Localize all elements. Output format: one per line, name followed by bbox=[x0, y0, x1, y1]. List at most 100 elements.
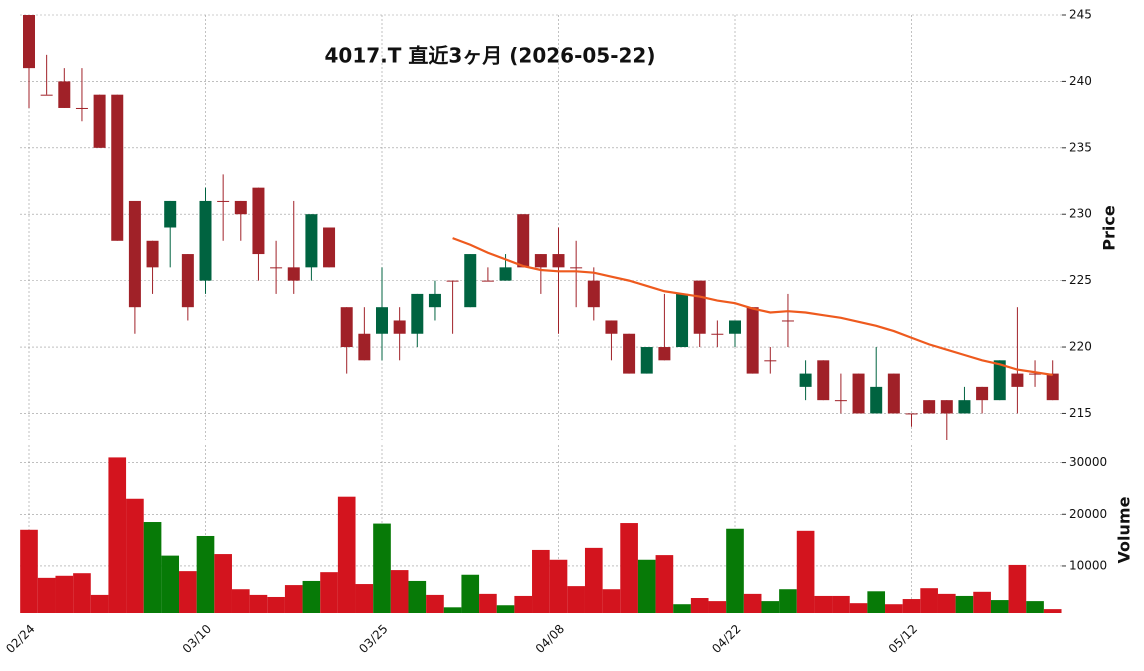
y-tick-label: 230 bbox=[1069, 207, 1092, 221]
volume-bar bbox=[743, 593, 762, 613]
volume-bar bbox=[496, 605, 515, 613]
volume-bar bbox=[55, 575, 74, 613]
volume-bar bbox=[532, 549, 550, 613]
volume-bar bbox=[867, 591, 886, 613]
volume-bar bbox=[902, 599, 921, 613]
candle-body bbox=[976, 386, 989, 401]
volume-bar bbox=[814, 595, 833, 613]
candle-body bbox=[93, 94, 106, 148]
y-tick-label: 245 bbox=[1069, 8, 1092, 22]
y-tick-label: 220 bbox=[1069, 340, 1092, 354]
candle-body bbox=[111, 94, 124, 241]
volume-bar bbox=[20, 529, 38, 613]
volume-bar bbox=[690, 598, 709, 613]
x-tick-label: 03/10 bbox=[180, 622, 214, 656]
volume-bar bbox=[602, 589, 621, 613]
volume-bar bbox=[390, 570, 409, 613]
candle-body bbox=[923, 400, 936, 414]
y2-tick-label: 20000 bbox=[1069, 507, 1107, 521]
candle-body bbox=[181, 254, 194, 308]
candle-body bbox=[676, 293, 689, 348]
volume-bar bbox=[179, 571, 197, 613]
candle-body bbox=[517, 214, 530, 268]
volume-bar bbox=[726, 528, 744, 613]
volume-bar bbox=[355, 584, 374, 613]
candle-body bbox=[993, 360, 1006, 401]
y2-tick-label: 30000 bbox=[1069, 455, 1107, 469]
volume-bar bbox=[249, 594, 268, 613]
volume-bar bbox=[832, 595, 850, 613]
volume-bar bbox=[637, 559, 656, 613]
candle-body bbox=[234, 200, 247, 215]
x-tick-label: 05/12 bbox=[886, 622, 920, 656]
candle-body bbox=[393, 320, 406, 334]
volume-bar bbox=[1043, 609, 1062, 613]
candle-body bbox=[1011, 373, 1024, 387]
candle-body bbox=[781, 320, 794, 322]
volume-bar bbox=[126, 498, 144, 613]
volume-axis-label: Volume bbox=[1115, 496, 1134, 563]
candle-body bbox=[270, 267, 283, 269]
y-tick-label: 235 bbox=[1069, 140, 1092, 154]
candle-body bbox=[658, 347, 671, 361]
volume-bar bbox=[673, 604, 691, 613]
candle-body bbox=[428, 293, 441, 308]
candle-body bbox=[693, 280, 706, 334]
candle-body bbox=[305, 214, 318, 268]
candle-body bbox=[1046, 373, 1059, 401]
candle-body bbox=[128, 200, 141, 308]
volume-bar bbox=[937, 593, 956, 613]
volume-bar bbox=[90, 594, 109, 613]
candle-body bbox=[464, 254, 477, 308]
volume-bar bbox=[849, 603, 868, 613]
volume-bar bbox=[955, 595, 974, 613]
candle-body bbox=[958, 400, 971, 414]
volume-bar bbox=[479, 593, 497, 613]
candle-body bbox=[411, 293, 424, 334]
candle-body bbox=[340, 307, 353, 348]
volume-bar bbox=[231, 589, 250, 613]
candle-body bbox=[940, 400, 953, 414]
candle-body bbox=[799, 373, 812, 387]
volume-bar bbox=[337, 496, 356, 613]
volume-bar bbox=[1026, 601, 1044, 613]
volume-bar bbox=[267, 596, 285, 613]
x-tick-label: 03/25 bbox=[356, 622, 390, 656]
y-tick-label: 225 bbox=[1069, 273, 1092, 287]
candle-body bbox=[146, 240, 159, 268]
candle-body bbox=[623, 333, 636, 374]
candle-body bbox=[75, 107, 88, 109]
candle-body bbox=[764, 360, 777, 362]
candle-body bbox=[534, 254, 547, 268]
candle-body bbox=[870, 386, 883, 414]
candle-body bbox=[834, 400, 847, 402]
candle-body bbox=[58, 81, 71, 108]
volume-bar bbox=[284, 585, 303, 613]
volume-bar bbox=[761, 601, 780, 613]
price-axis-label: Price bbox=[1100, 205, 1119, 251]
candle-body bbox=[711, 333, 724, 335]
volume-bar bbox=[196, 535, 215, 613]
candle-body bbox=[605, 320, 618, 334]
candle-body bbox=[746, 307, 759, 374]
x-tick-label: 04/22 bbox=[709, 622, 743, 656]
volume-bar bbox=[779, 589, 797, 613]
candle-body bbox=[323, 227, 336, 268]
volume-bar bbox=[461, 574, 480, 613]
y2-tick-label: 10000 bbox=[1069, 558, 1107, 572]
volume-bar bbox=[161, 555, 180, 613]
candle-body bbox=[252, 187, 265, 255]
volume-bar bbox=[514, 595, 533, 613]
candle-body bbox=[587, 280, 600, 308]
candle-body bbox=[905, 413, 918, 415]
candle-body bbox=[446, 280, 459, 282]
volume-bar bbox=[973, 591, 991, 613]
candle-body bbox=[817, 360, 830, 401]
x-tick-label: 02/24 bbox=[3, 622, 37, 656]
candle-body bbox=[23, 15, 35, 69]
volume-bar bbox=[214, 554, 232, 613]
candle-body bbox=[852, 373, 865, 414]
volume-bar bbox=[584, 547, 603, 613]
candle-body bbox=[358, 333, 371, 361]
